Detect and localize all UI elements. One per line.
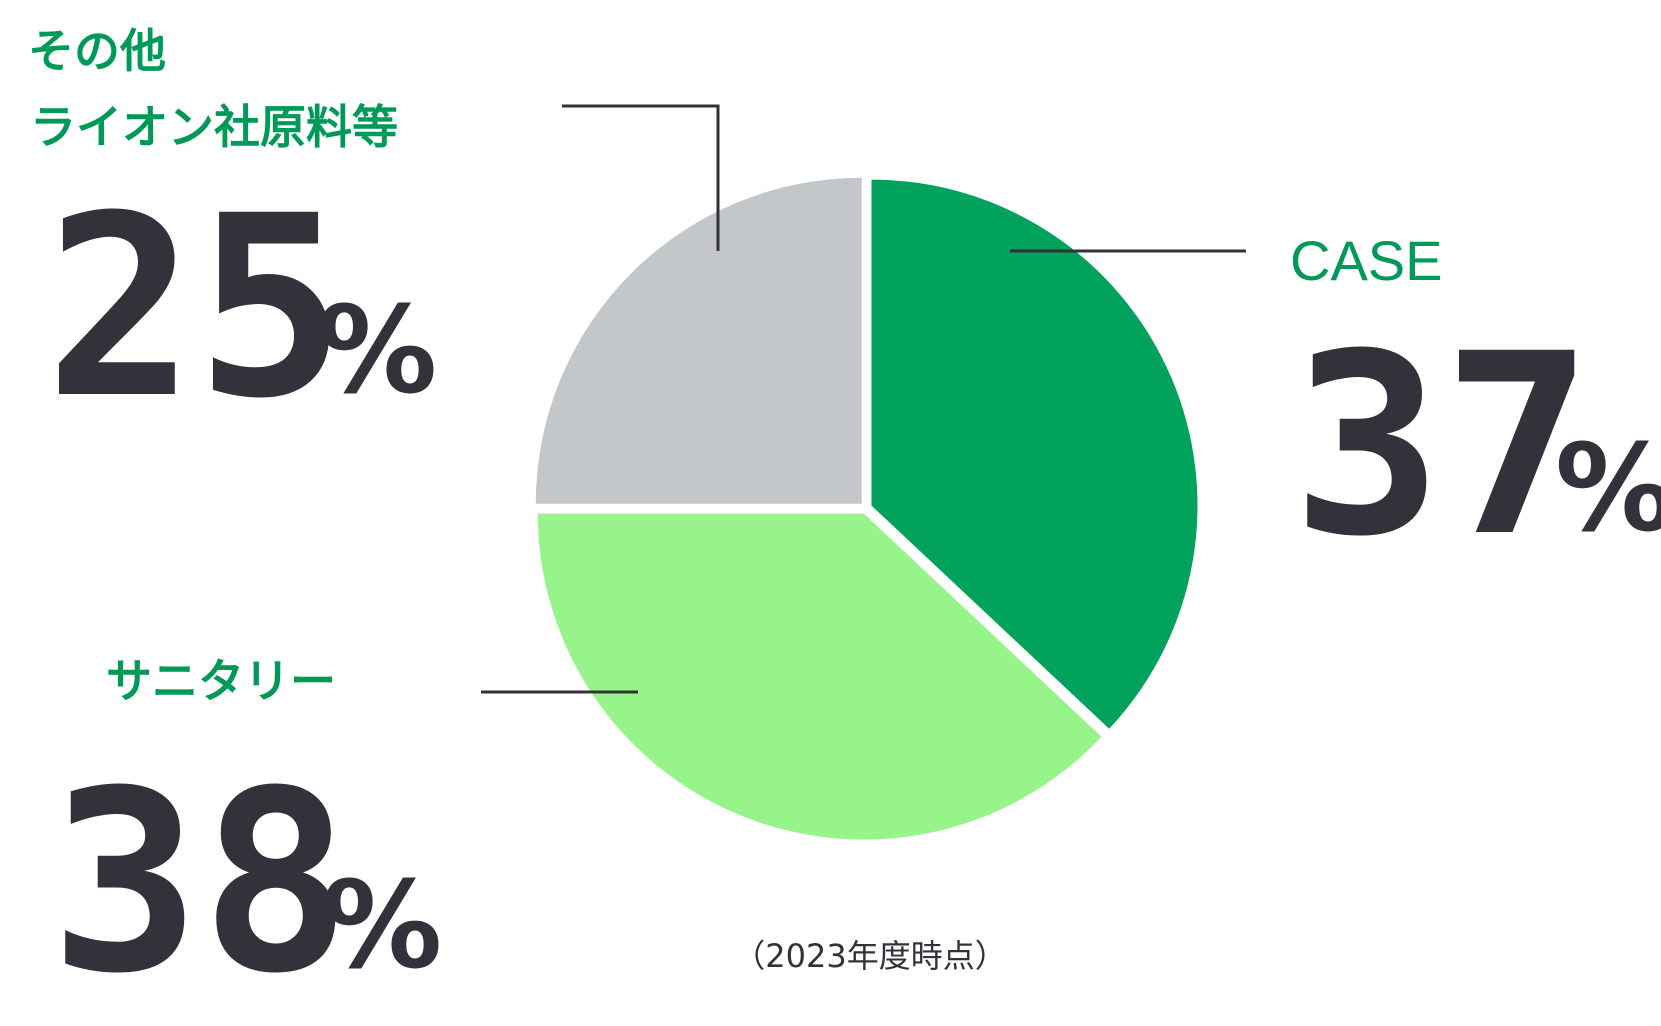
slice-value-case: 37 [1292, 300, 1593, 591]
slice-label-case: CASE [1290, 229, 1443, 292]
slice-unit-other: % [317, 282, 437, 421]
leader-lines [481, 104, 1246, 694]
slice-value-sanitary: 38 [50, 737, 351, 1026]
slice-label-other-line-2: ライオン社原料等 [30, 100, 398, 154]
slice-unit-case: % [1555, 420, 1661, 559]
leader-line-other [562, 104, 720, 251]
slice-case [871, 179, 1198, 729]
pie-slices [535, 177, 1198, 840]
slice-label-other-line-1: その他 [28, 24, 166, 78]
slice-label-sanitary: サニタリー [106, 654, 336, 708]
slice-value-other: 25 [45, 162, 346, 453]
slice-sanitary [537, 513, 1102, 840]
slice-unit-sanitary: % [322, 857, 442, 996]
slice-other [535, 177, 862, 504]
chart-note: （2023年度時点） [733, 937, 1006, 975]
